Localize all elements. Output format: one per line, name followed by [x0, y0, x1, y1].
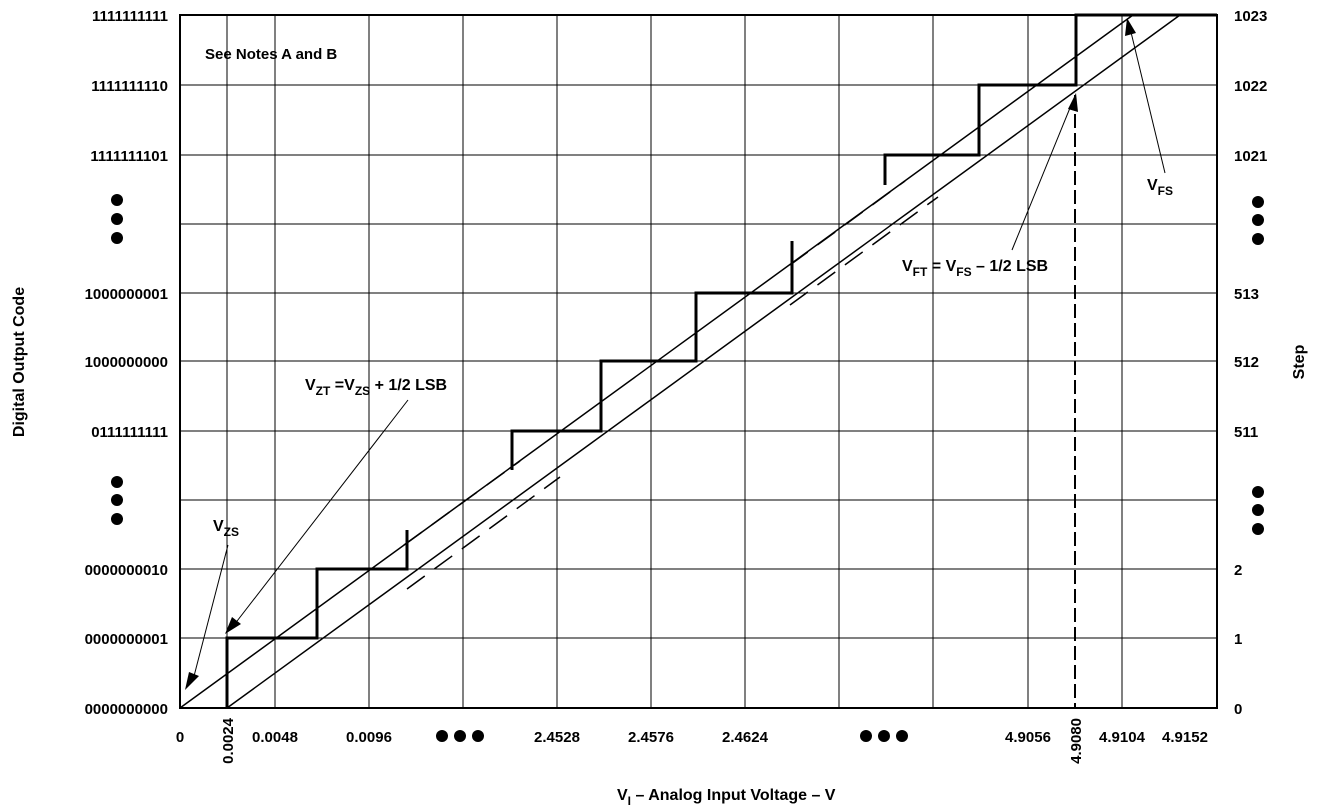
y-step-label: 513	[1234, 286, 1259, 303]
y-step-label: 512	[1234, 354, 1259, 371]
dash-upper-2	[789, 180, 906, 266]
x-tick-label: 0.0096	[346, 729, 392, 746]
y-axis-code-labels: 0000000000 0000000001 0000000010 0111111111…	[85, 8, 168, 718]
vzt-pointer	[233, 399, 409, 626]
y-step-label: 2	[1234, 562, 1242, 579]
y-step-label: 1021	[1234, 148, 1267, 165]
steps-mid	[510, 241, 794, 470]
y-axis-title-left: Digital Output Code	[11, 287, 28, 437]
x-tick-label: 0	[176, 729, 184, 746]
x-tick-label: 2.4576	[628, 729, 674, 746]
y-step-label: 511	[1234, 424, 1258, 441]
y-axis-title-right: Step	[1291, 344, 1308, 379]
dash-lower-2	[789, 196, 939, 306]
x-tick-label: 2.4528	[534, 729, 580, 746]
dashed-continuations	[403, 95, 1076, 708]
left-dots-upper	[111, 194, 123, 244]
vft-pointer	[1011, 102, 1073, 251]
staircase	[225, 13, 1217, 708]
y-code-label: 1111111101	[90, 148, 168, 165]
vft-arrowhead	[1068, 93, 1078, 112]
vfs-label: VFS	[1147, 177, 1173, 198]
y-code-label: 0000000000	[85, 701, 168, 718]
y-code-label: 1000000000	[85, 354, 168, 371]
y-step-label: 0	[1234, 701, 1242, 718]
vft-label: VFT = VFS – 1/2 LSB	[902, 258, 1048, 279]
annotation-pointers	[185, 18, 1166, 690]
y-code-label: 0000000001	[85, 631, 168, 648]
ideal-line-lower	[226, 14, 1181, 709]
vfs-arrowhead	[1125, 18, 1136, 36]
x-tick-label: 4.9056	[1005, 729, 1051, 746]
y-step-label: 1	[1234, 631, 1242, 648]
vzs-arrowhead	[185, 672, 199, 690]
notes-label: See Notes A and B	[205, 46, 337, 63]
vzs-label: VZS	[213, 518, 239, 539]
y-step-label: 1023	[1234, 8, 1267, 25]
x-tick-label: 2.4624	[722, 729, 769, 746]
y-axis-step-labels: 0 1 2 511 512 513 1021 1022 1023	[1234, 8, 1267, 718]
y-code-label: 1111111111	[92, 8, 168, 25]
plot-frame	[179, 14, 1218, 709]
x-tick-label-vertical: 0.0024	[220, 717, 237, 764]
vfs-pointer	[1129, 27, 1166, 174]
right-dots-upper	[1252, 196, 1264, 245]
vzt-label: VZT =VZS + 1/2 LSB	[305, 377, 447, 398]
x-tick-label: 4.9152	[1162, 729, 1208, 746]
dash-lower-1	[406, 476, 561, 590]
y-code-label: 0000000010	[85, 562, 168, 579]
x-axis-tick-labels: 0 0.0048 0.0096 2.4528 2.4576 2.4624 4.9056 4.9…	[176, 717, 1208, 764]
y-code-label: 1111111110	[91, 78, 168, 95]
y-step-label: 1022	[1234, 78, 1267, 95]
vzs-pointer	[192, 544, 229, 681]
x-dots-left	[436, 730, 484, 742]
vzt-arrowhead	[225, 617, 241, 634]
y-code-label: 0111111111	[91, 424, 168, 441]
x-tick-label: 0.0048	[252, 729, 298, 746]
x-dots-right	[860, 730, 908, 742]
left-dots-lower	[111, 476, 123, 525]
right-dots-lower	[1252, 486, 1264, 535]
x-tick-label: 4.9104	[1099, 729, 1146, 746]
dash-upper-1	[403, 460, 521, 546]
grid-lines	[180, 15, 1217, 708]
ellipsis-dots	[111, 194, 1264, 742]
x-axis-title: VI – Analog Input Voltage – V	[617, 787, 836, 808]
y-code-label: 1000000001	[85, 286, 168, 303]
steps-high	[883, 13, 1217, 185]
x-tick-label-vertical: 4.9080	[1068, 718, 1085, 764]
steps-low	[225, 530, 409, 708]
